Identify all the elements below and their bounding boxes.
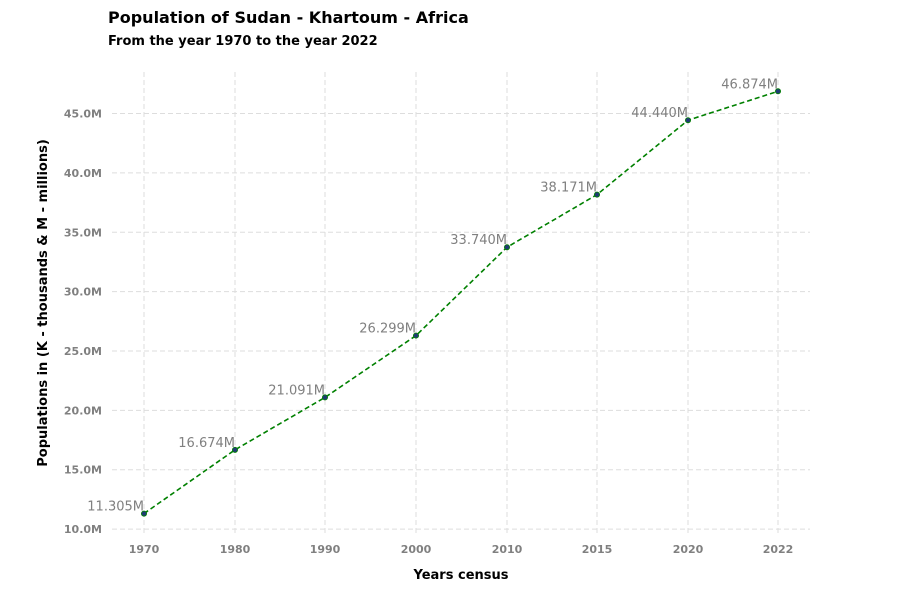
x-tick-label: 2015	[582, 543, 613, 556]
y-tick-label: 45.0M	[64, 108, 102, 121]
series-line	[143, 90, 779, 515]
data-point	[594, 191, 601, 198]
y-tick-label: 35.0M	[64, 226, 102, 239]
data-point	[412, 332, 419, 339]
data-label: 26.299M	[359, 322, 416, 337]
data-label: 33.740M	[450, 233, 507, 248]
x-tick-label: 2022	[763, 543, 794, 556]
x-axis-ticks: 1970 1980 1990 2000 2010 2015 2020 2022	[129, 543, 794, 556]
data-label: 38.171M	[540, 181, 597, 196]
data-point	[775, 88, 782, 95]
x-tick-label: 2010	[492, 543, 523, 556]
grid-lines	[112, 72, 810, 535]
x-tick-label: 1990	[310, 543, 341, 556]
y-axis-ticks: 10.0M 15.0M 20.0M 25.0M 30.0M 35.0M 40.0M 45.0M	[64, 108, 102, 537]
data-label: 11.305M	[87, 500, 144, 515]
y-tick-label: 20.0M	[64, 404, 102, 417]
data-point	[503, 244, 510, 251]
x-axis-title: Years census	[413, 568, 509, 583]
chart-subtitle: From the year 1970 to the year 2022	[108, 34, 378, 49]
chart-title: Population of Sudan - Khartoum - Africa	[108, 8, 469, 27]
y-tick-label: 40.0M	[64, 167, 102, 180]
y-tick-label: 10.0M	[64, 523, 102, 536]
y-tick-label: 30.0M	[64, 286, 102, 299]
x-tick-label: 1970	[129, 543, 160, 556]
data-point	[685, 117, 692, 124]
data-labels: 11.305M 16.674M 21.091M 26.299M 33.740M 38.17…	[87, 77, 778, 514]
y-tick-label: 25.0M	[64, 345, 102, 358]
y-tick-label: 15.0M	[64, 464, 102, 477]
x-tick-label: 2020	[673, 543, 704, 556]
x-tick-label: 2000	[401, 543, 432, 556]
y-axis-title: Populations in (K - thousands & M - mill…	[36, 139, 51, 467]
data-label: 16.674M	[178, 436, 235, 451]
data-label: 44.440M	[631, 106, 688, 121]
data-point	[231, 446, 238, 453]
data-point	[140, 510, 147, 517]
data-label: 46.874M	[721, 77, 778, 92]
data-points	[140, 88, 782, 517]
data-point	[321, 394, 328, 401]
data-label: 21.091M	[268, 383, 325, 398]
x-tick-label: 1980	[220, 543, 251, 556]
